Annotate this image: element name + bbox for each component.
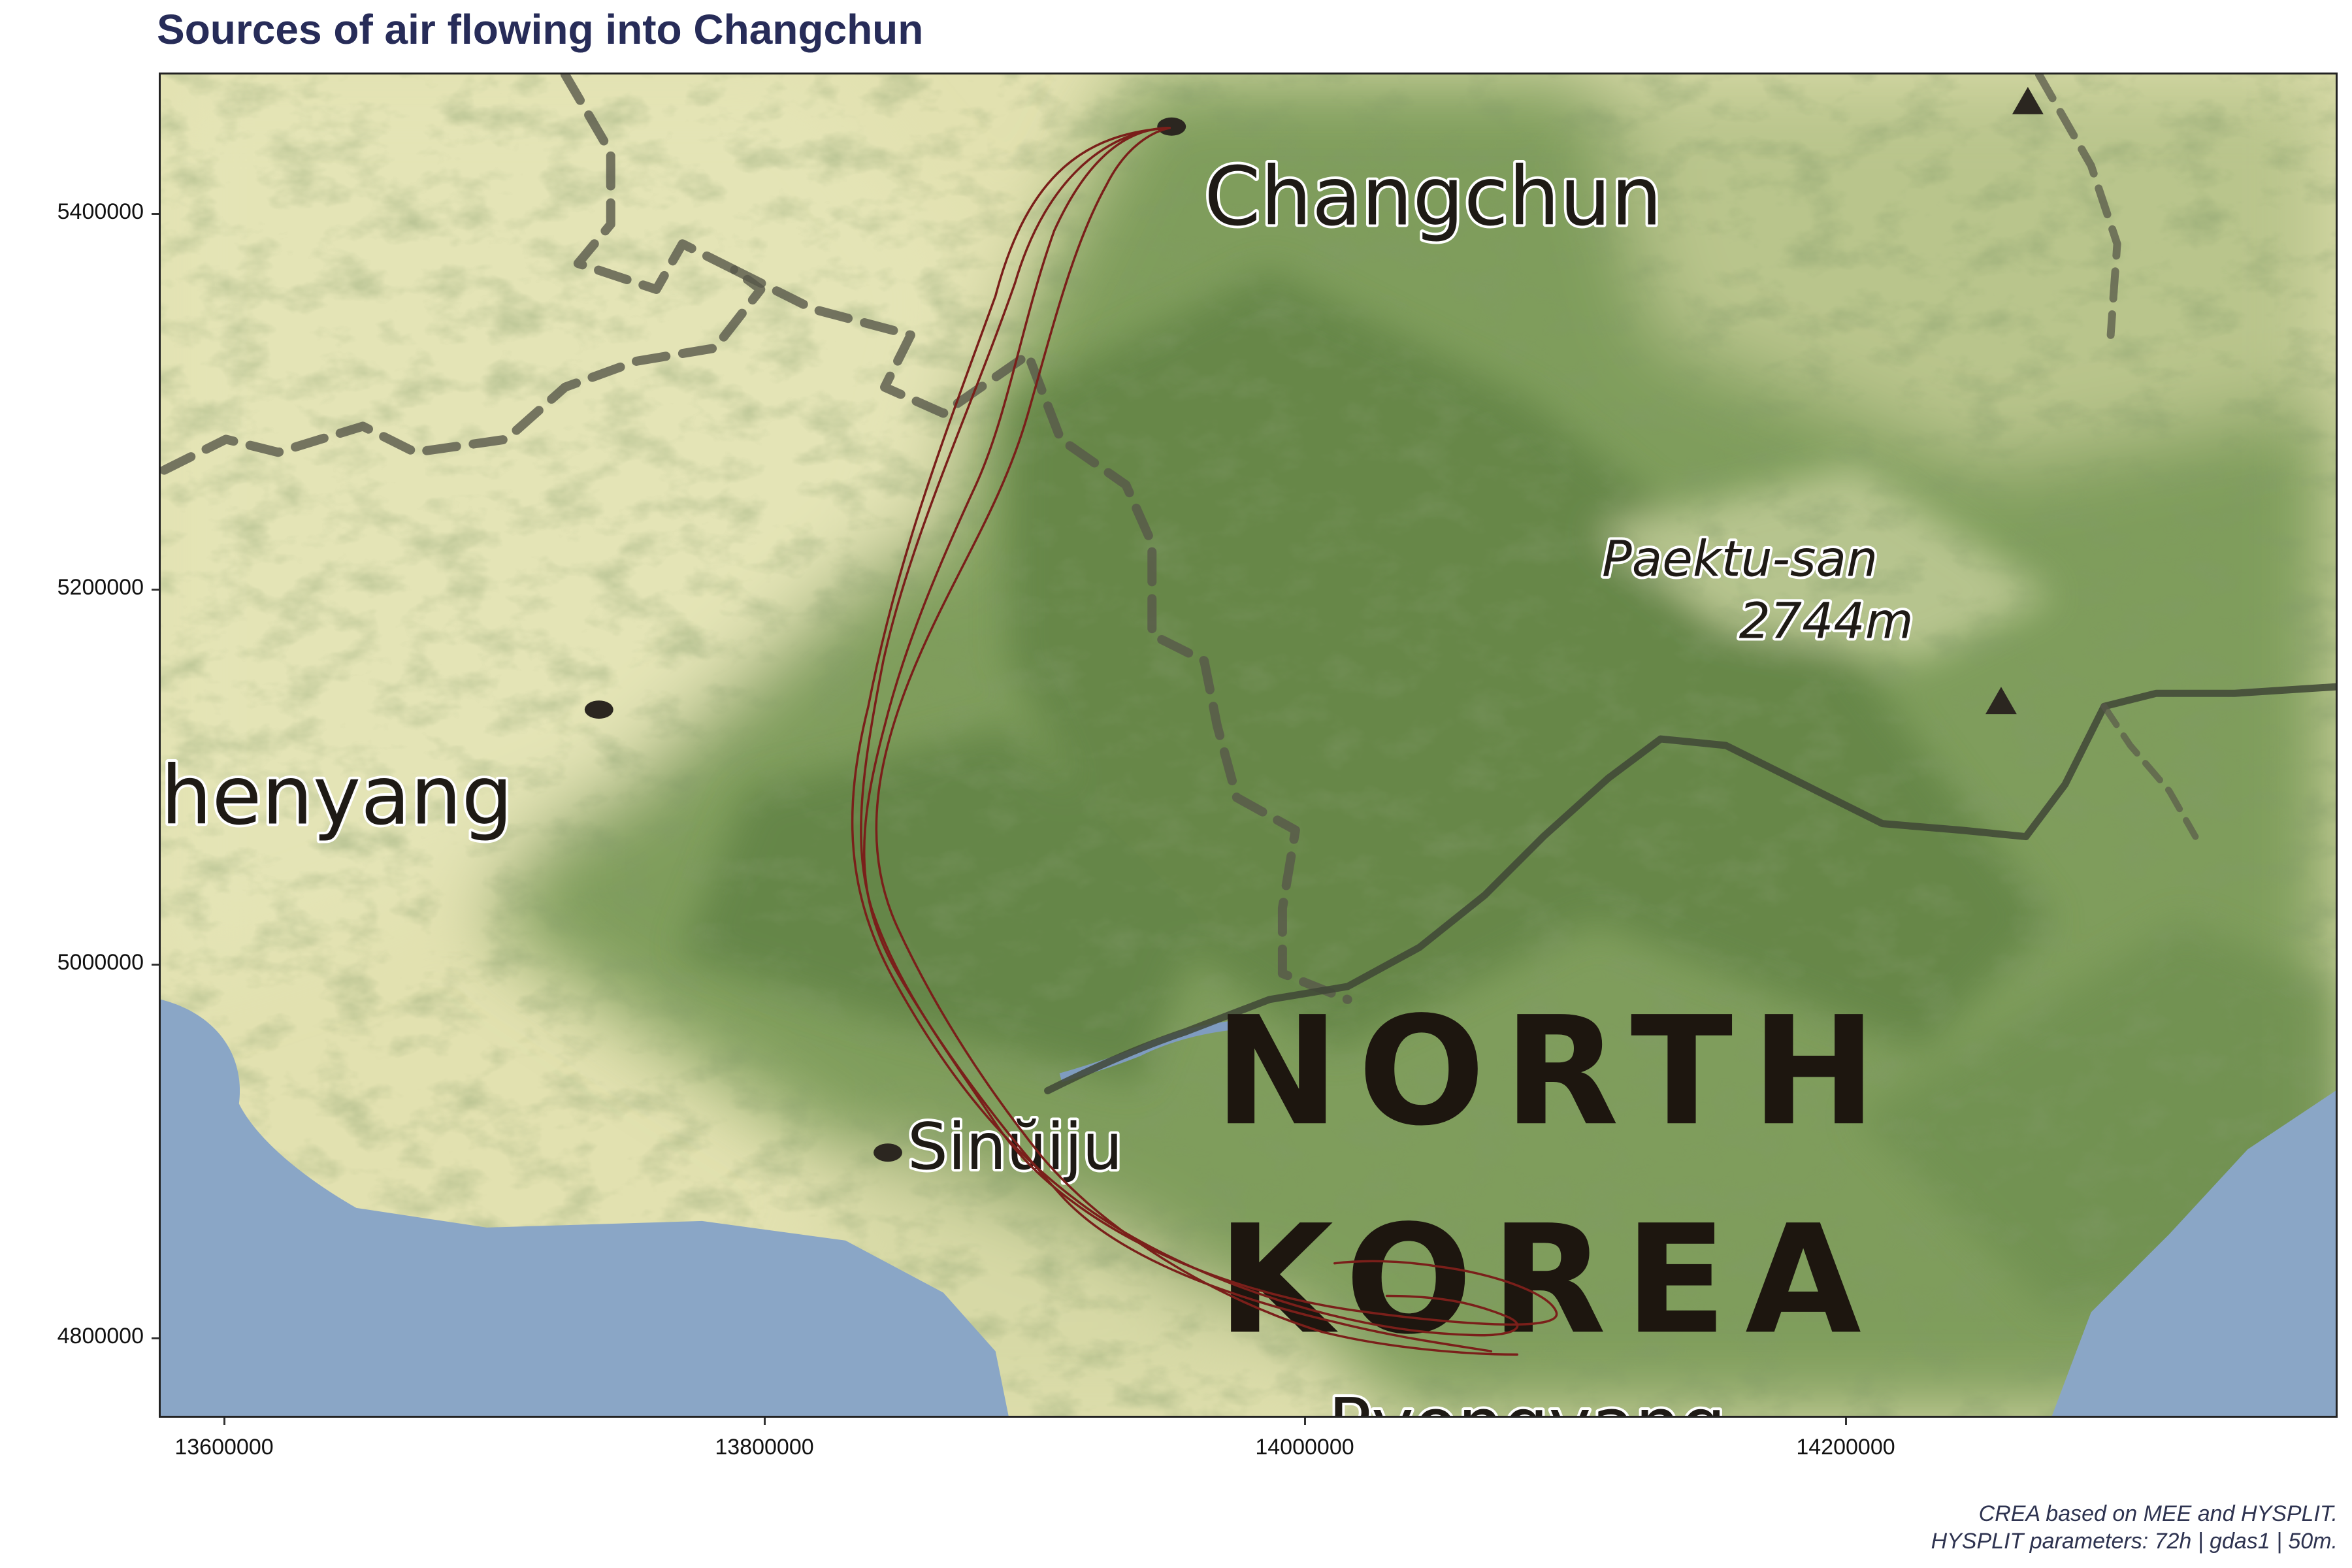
province-border: [161, 74, 766, 477]
trajectory-line: [875, 127, 1519, 1356]
trajectory-layer: [851, 127, 1558, 1356]
border-layer: [161, 74, 2336, 1094]
city-dot-sinuiju: [874, 1143, 902, 1162]
map-panel[interactable]: Changchun henyang Sinŭiju Paektu-san 274…: [159, 73, 2338, 1418]
source-caption: CREA based on MEE and HYSPLIT. HYSPLIT p…: [1931, 1500, 2338, 1555]
x-tick-label: 13800000: [715, 1435, 814, 1460]
label-changchun: Changchun: [1204, 150, 1662, 244]
y-tick-label: 5000000: [57, 950, 144, 975]
east-sea: [2051, 1090, 2336, 1416]
map-canvas[interactable]: Changchun henyang Sinŭiju Paektu-san 274…: [161, 74, 2336, 1416]
label-pyongyang-partial: Pyongyang: [1328, 1382, 1726, 1416]
mountain-peak-icon: [1985, 687, 2017, 715]
x-tick-mark: [1845, 1418, 1847, 1425]
place-labels: Changchun henyang Sinŭiju Paektu-san 274…: [161, 147, 1916, 1416]
x-tick-mark: [1304, 1418, 1306, 1425]
x-tick-mark: [223, 1418, 225, 1425]
x-tick-label: 14200000: [1796, 1435, 1895, 1460]
province-border: [730, 265, 1352, 1004]
caption-line-2: HYSPLIT parameters: 72h | gdas1 | 50m.: [1931, 1529, 2338, 1554]
label-country-line1: NORTH: [1214, 985, 1895, 1159]
terrain-texture: [161, 74, 2336, 1416]
caption-line-1: CREA based on MEE and HYSPLIT.: [1978, 1501, 2338, 1526]
korea-bay: [356, 1207, 943, 1416]
y-tick-mark: [152, 213, 159, 215]
label-mountain-name: Paektu-san: [1602, 531, 1878, 588]
china-korea-border: [1044, 683, 2336, 1094]
y-tick-mark: [152, 1337, 159, 1339]
province-border: [2034, 74, 2121, 339]
city-markers: [584, 86, 2044, 1162]
trajectory-line: [851, 127, 1519, 1337]
province-border: [2100, 703, 2199, 840]
trajectory-line: [862, 127, 1493, 1353]
city-dot-shenyang: [584, 700, 613, 719]
y-tick-label: 4800000: [57, 1324, 144, 1348]
page-title: Sources of air flowing into Changchun: [157, 6, 924, 53]
x-tick-label: 13600000: [174, 1435, 274, 1460]
mountain-peak-icon: [2012, 86, 2044, 114]
y-tick-mark: [152, 964, 159, 966]
x-tick-mark: [764, 1418, 766, 1425]
label-country-line2: KOREA: [1217, 1193, 1880, 1367]
label-shenyang: henyang: [161, 749, 513, 843]
y-tick-label: 5400000: [57, 199, 144, 224]
x-tick-label: 14000000: [1255, 1435, 1354, 1460]
y-tick-mark: [152, 589, 159, 591]
label-mountain-elevation: 2744m: [1739, 593, 1914, 650]
y-tick-label: 5200000: [57, 575, 144, 600]
city-dot-changchun: [1157, 117, 1186, 136]
